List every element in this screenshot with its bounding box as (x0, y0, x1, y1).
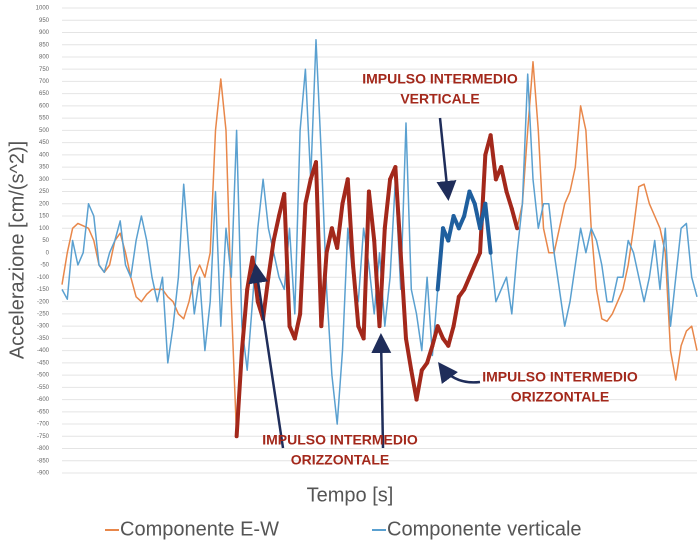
y-tick-label: 900 (39, 30, 50, 36)
highlight-segment (509, 206, 520, 231)
annotation: ORIZZONTALE (291, 452, 390, 468)
highlight-segment (414, 368, 424, 402)
y-tick-label: -450 (37, 360, 50, 366)
y-tick-label: 1000 (36, 6, 50, 12)
y-tick-label: 300 (39, 177, 50, 183)
highlight-segment (435, 226, 445, 292)
highlight-segment (335, 201, 345, 250)
y-tick-label: 200 (39, 201, 50, 207)
highlight-segment (282, 192, 292, 329)
highlight-segment (398, 250, 408, 341)
highlight-segment (435, 324, 445, 341)
legend: Componente E-W Componente verticale (105, 518, 582, 540)
y-tick-label: -600 (37, 397, 50, 403)
y-tick-label: -100 (37, 275, 50, 281)
highlight-segment (504, 189, 514, 211)
highlight-segment (456, 214, 467, 231)
y-tick-label: 350 (39, 165, 50, 171)
highlight-segment (403, 336, 414, 373)
annotations: IMPULSO INTERMEDIO VERTICALE IMPULSO INTER… (248, 71, 638, 468)
highlight-segment (377, 226, 387, 329)
highlight-segment (298, 201, 308, 316)
highlight-segment (314, 160, 324, 329)
highlight-segment (467, 262, 477, 280)
y-tick-label: 650 (39, 91, 50, 97)
legend-label: Componente E-W (120, 518, 279, 540)
y-tick-label: 400 (39, 152, 50, 158)
y-tick-label: -750 (37, 434, 50, 440)
highlight-segment (361, 189, 371, 341)
annotation: IMPULSO INTERMEDIO (262, 432, 418, 448)
highlight-segment (446, 214, 456, 243)
highlight-segment (462, 189, 472, 219)
y-tick-label: -50 (40, 263, 49, 269)
highlight-segment (292, 311, 303, 341)
highlight-segment (472, 250, 483, 267)
y-tick-label: 500 (39, 128, 50, 134)
y-tick-label: 750 (39, 67, 50, 73)
y-tick-label: 50 (42, 238, 49, 244)
y-tick-label: 0 (46, 250, 50, 256)
y-tick-label: 450 (39, 140, 50, 146)
arrow (371, 333, 392, 449)
y-tick-label: 600 (39, 103, 50, 109)
highlight-segment (393, 165, 403, 255)
y-tick-label: 850 (39, 42, 50, 48)
highlight-segment (483, 201, 493, 255)
series-line (61, 39, 698, 425)
highlight-segment (499, 165, 509, 194)
highlight-segment (446, 324, 456, 348)
y-axis-label: Accelerazione [cm/(s^2)] (6, 141, 28, 359)
y-tick-label: -250 (37, 311, 50, 317)
y-tick-label: -650 (37, 409, 50, 415)
y-tick-label: 250 (39, 189, 50, 195)
y-tick-label: -200 (37, 299, 50, 305)
y-tick-label: -150 (37, 287, 50, 293)
highlight-segment (430, 324, 440, 348)
annotation: ORIZZONTALE (511, 389, 610, 405)
y-tick-label: -350 (37, 336, 50, 342)
y-tick-label: -850 (37, 458, 50, 464)
highlight-segment (271, 214, 281, 243)
y-tick-label: -800 (37, 446, 50, 452)
highlight-segment (351, 262, 361, 329)
annotation: VERTICALE (400, 91, 479, 107)
highlight-segment (467, 189, 477, 206)
highlight-segment (303, 177, 313, 206)
highlight-segment (425, 343, 435, 365)
highlight-segment (462, 275, 472, 292)
highlight-segment (451, 294, 461, 329)
annotation: IMPULSO INTERMEDIO (482, 369, 638, 385)
y-tick-label: 100 (39, 226, 50, 232)
y-tick-label: -900 (37, 471, 50, 477)
y-tick-label: -400 (37, 348, 50, 354)
y-tick-label: -300 (37, 324, 50, 330)
arrow (436, 117, 457, 201)
highlight-segment (319, 250, 329, 329)
annotation: IMPULSO INTERMEDIO (362, 71, 518, 87)
y-tick-label: 700 (39, 79, 50, 85)
x-axis-label: Tempo [s] (307, 484, 394, 506)
highlight-segment (266, 238, 276, 280)
highlight-segment (488, 133, 498, 182)
highlight-segment (478, 152, 488, 255)
y-tick-label: -500 (37, 373, 50, 379)
arrow (248, 263, 285, 449)
highlight-segment (239, 287, 250, 353)
y-tick-label: 950 (39, 18, 50, 24)
y-tick-label: 800 (39, 55, 50, 61)
y-tick-label: 550 (39, 116, 50, 122)
highlight-segment (234, 348, 244, 439)
highlight-segment (345, 177, 356, 267)
y-tick-label: 150 (39, 214, 50, 220)
legend-label: Componente verticale (387, 518, 582, 540)
highlight-segment (382, 177, 393, 231)
y-tick-label: -550 (37, 385, 50, 391)
arrow (438, 361, 481, 385)
highlight-segment (366, 189, 377, 243)
y-tick-label: -700 (37, 422, 50, 428)
